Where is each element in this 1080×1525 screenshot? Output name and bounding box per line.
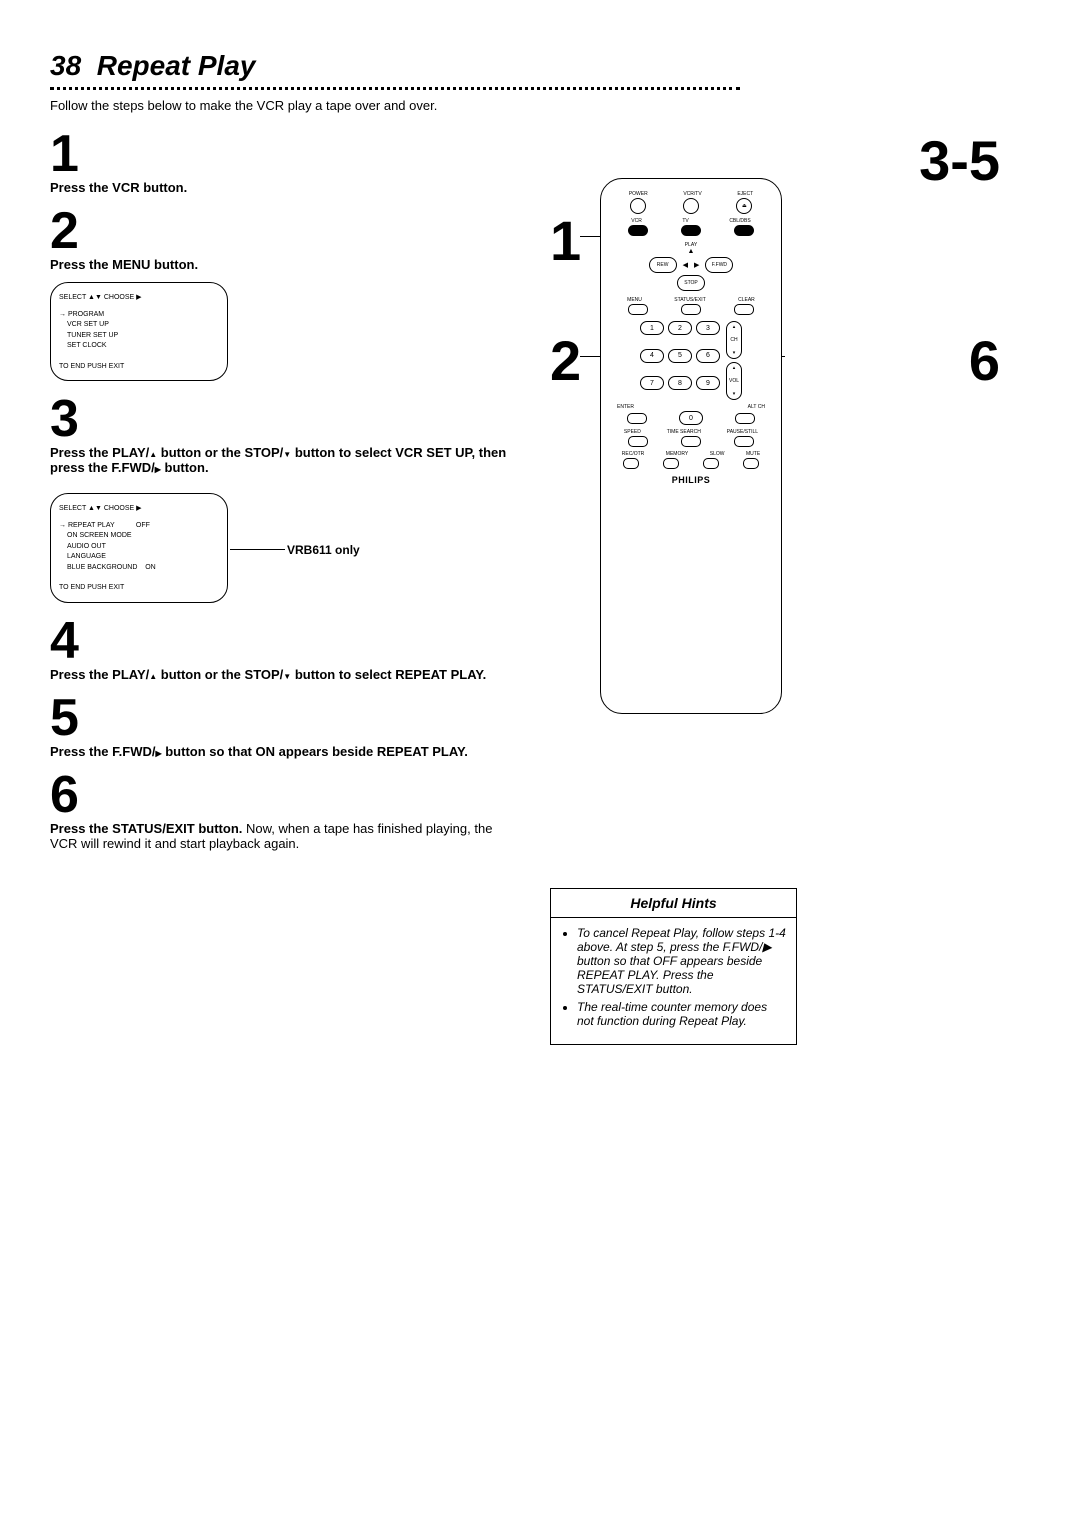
power-button[interactable] (630, 198, 646, 214)
step-4-number: 4 (50, 615, 79, 667)
eject-button[interactable]: ⏏ (736, 198, 752, 214)
remote-control: POWER VCR/TV EJECT ⏏ VCR TV CBL/DBS PLAY (600, 178, 782, 714)
label-pausestill: PAUSE/STILL (727, 429, 758, 435)
num-3[interactable]: 3 (696, 321, 720, 335)
label-tv: TV (682, 218, 688, 224)
page-heading: Repeat Play (97, 50, 256, 81)
callout-35: 3-5 (919, 128, 1000, 193)
slow-button[interactable] (703, 458, 719, 469)
vol-rocker[interactable]: ▴VOL▾ (726, 362, 742, 400)
ffwd-button[interactable]: F.FWD (705, 257, 733, 273)
num-6[interactable]: 6 (696, 349, 720, 363)
label-clear: CLEAR (738, 297, 755, 303)
helpful-hints-box: Helpful Hints To cancel Repeat Play, fol… (550, 888, 797, 1045)
menu2-footer: TO END PUSH EXIT (59, 583, 219, 594)
menu2-item-4: BLUE BACKGROUND ON (67, 563, 219, 574)
step-6-text: Press the STATUS/EXIT button. Now, when … (50, 821, 510, 851)
recotr-button[interactable] (623, 458, 639, 469)
step-3-number: 3 (50, 393, 79, 445)
mute-button[interactable] (743, 458, 759, 469)
ch-rocker[interactable]: ▴CH▾ (726, 321, 742, 359)
enter-button[interactable] (627, 413, 647, 424)
label-speed: SPEED (624, 429, 641, 435)
menu2-header: SELECT ▲▼ CHOOSE ▶ (59, 504, 219, 515)
label-statusexit: STATUS/EXIT (674, 297, 705, 303)
label-memory: MEMORY (666, 451, 688, 457)
hints-title: Helpful Hints (551, 889, 796, 918)
memory-button[interactable] (663, 458, 679, 469)
label-power: POWER (629, 191, 648, 197)
label-cbldbs: CBL/DBS (729, 218, 750, 224)
intro-text: Follow the steps below to make the VCR p… (50, 98, 450, 113)
page-number: 38 (50, 50, 81, 81)
num-0[interactable]: 0 (679, 411, 703, 425)
speed-button[interactable] (628, 436, 648, 447)
menu-screen-1: SELECT ▲▼ CHOOSE ▶ → PROGRAM VCR SET UP … (50, 282, 228, 381)
stop-button[interactable]: STOP (677, 275, 705, 291)
menu1-header: SELECT ▲▼ CHOOSE ▶ (59, 293, 219, 304)
brand-logo: PHILIPS (611, 475, 771, 485)
label-vcr: VCR (631, 218, 642, 224)
num-2[interactable]: 2 (668, 321, 692, 335)
play-up-icon: ▲ (688, 248, 695, 255)
menu2-item-1: ON SCREEN MODE (67, 531, 219, 542)
nav-left-icon: ◀ (683, 261, 688, 269)
nav-right-icon: ▶ (694, 261, 699, 269)
label-enter: ENTER (617, 404, 634, 410)
num-4[interactable]: 4 (640, 349, 664, 363)
menu1-item-0: → PROGRAM (59, 310, 219, 321)
step-5-text: Press the F.FWD/ button so that ON appea… (50, 744, 510, 759)
tv-button[interactable] (681, 225, 701, 236)
rew-button[interactable]: REW (649, 257, 677, 273)
menu1-item-1: VCR SET UP (67, 320, 219, 331)
step-2-number: 2 (50, 205, 79, 257)
step-3-text: Press the PLAY/ button or the STOP/ butt… (50, 445, 510, 475)
menu1-item-2: TUNER SET UP (67, 331, 219, 342)
step-1-text: Press the VCR button. (50, 180, 510, 195)
callout-2: 2 (550, 328, 581, 393)
altch-button[interactable] (735, 413, 755, 424)
num-8[interactable]: 8 (668, 376, 692, 390)
label-recotr: REC/OTR (622, 451, 645, 457)
label-timesearch: TIME SEARCH (667, 429, 701, 435)
label-mute: MUTE (746, 451, 760, 457)
statusexit-button[interactable] (681, 304, 701, 315)
callout-6: 6 (969, 328, 1000, 393)
menu1-footer: TO END PUSH EXIT (59, 362, 219, 373)
step-6-number: 6 (50, 769, 79, 821)
num-5[interactable]: 5 (668, 349, 692, 363)
hints-body: To cancel Repeat Play, follow steps 1-4 … (551, 918, 796, 1044)
num-1[interactable]: 1 (640, 321, 664, 335)
menu1-item-3: SET CLOCK (67, 341, 219, 352)
label-slow: SLOW (710, 451, 725, 457)
timesearch-button[interactable] (681, 436, 701, 447)
num-9[interactable]: 9 (696, 376, 720, 390)
step-4-text: Press the PLAY/ button or the STOP/ butt… (50, 667, 510, 682)
menu2-item-0: → REPEAT PLAY OFF (59, 521, 219, 532)
vrb-label: VRB611 only (287, 543, 360, 557)
label-eject: EJECT (737, 191, 753, 197)
label-menu: MENU (627, 297, 642, 303)
label-altch: ALT CH (748, 404, 765, 410)
step-5-number: 5 (50, 692, 79, 744)
cbldbs-button[interactable] (734, 225, 754, 236)
hint-2: The real-time counter memory does not fu… (577, 1000, 786, 1028)
clear-button[interactable] (734, 304, 754, 315)
step-2-text: Press the MENU button. (50, 257, 510, 272)
num-7[interactable]: 7 (640, 376, 664, 390)
callout-1: 1 (550, 208, 581, 273)
pausestill-button[interactable] (734, 436, 754, 447)
page-title: 38 Repeat Play (50, 50, 1030, 82)
vcrtv-button[interactable] (683, 198, 699, 214)
vcr-button[interactable] (628, 225, 648, 236)
label-vcrtv: VCR/TV (683, 191, 701, 197)
hint-1: To cancel Repeat Play, follow steps 1-4 … (577, 926, 786, 996)
menu2-item-2: AUDIO OUT (67, 542, 219, 553)
menu-button[interactable] (628, 304, 648, 315)
divider (50, 87, 740, 90)
vrb-connector-line (230, 549, 285, 550)
menu-screen-2: SELECT ▲▼ CHOOSE ▶ → REPEAT PLAY OFF ON … (50, 493, 228, 603)
step-1-number: 1 (50, 128, 79, 180)
menu2-item-3: LANGUAGE (67, 552, 219, 563)
